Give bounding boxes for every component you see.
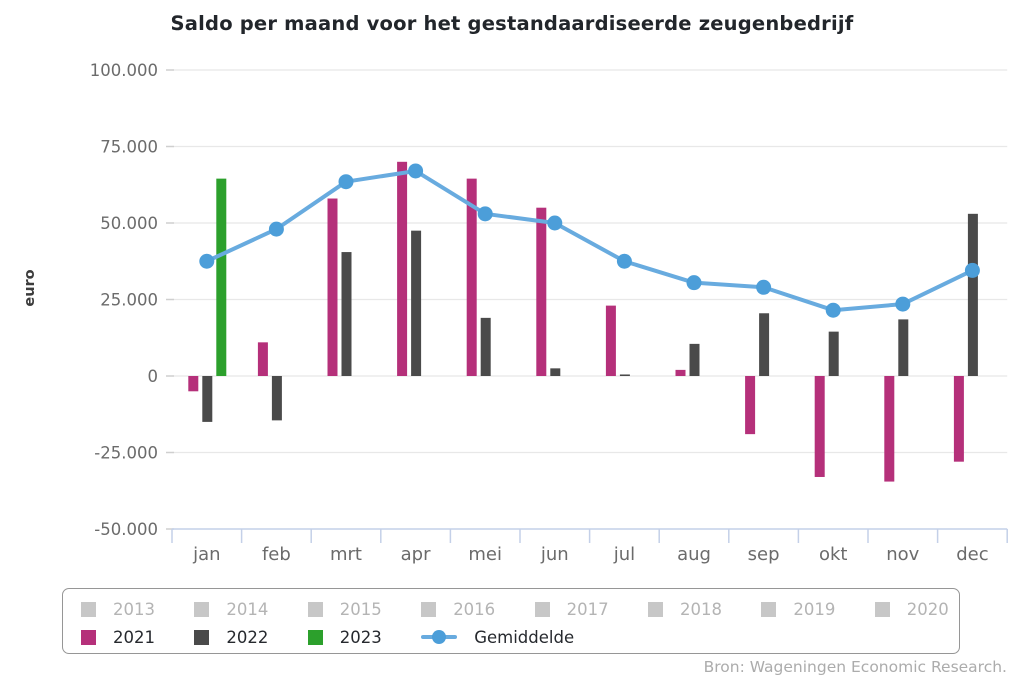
legend-item-2023[interactable]: 2023 [307, 626, 382, 648]
line-marker-icon [421, 629, 458, 645]
gemiddelde-point-apr[interactable] [408, 163, 424, 179]
y-tick-label: 50.000 [100, 214, 158, 233]
legend-item-2016[interactable]: 2016 [421, 598, 495, 620]
bar-2022-jan[interactable] [202, 376, 213, 422]
legend-swatch [534, 601, 550, 617]
bar-2022-okt[interactable] [828, 331, 839, 376]
bar-2021-feb[interactable] [257, 342, 268, 376]
legend-label: 2020 [906, 599, 949, 619]
bar-2021-dec[interactable] [953, 376, 964, 462]
legend-item-2014[interactable]: 2014 [194, 598, 268, 620]
x-tick-label: jan [192, 544, 220, 565]
gemiddelde-line [204, 168, 975, 313]
bar-2021-aug[interactable] [675, 369, 686, 376]
y-tick-label: 100.000 [90, 61, 158, 80]
gemiddelde-point-jun[interactable] [547, 215, 563, 231]
y-tick-label: -50.000 [94, 520, 158, 539]
legend-item-2015[interactable]: 2015 [307, 598, 382, 620]
x-tick-label: okt [819, 544, 848, 565]
legend-label: 2019 [793, 599, 836, 619]
legend-label: 2023 [339, 627, 382, 647]
chart-title: Saldo per maand voor het gestandaardisee… [170, 12, 854, 35]
x-tick-label: mrt [330, 544, 362, 565]
legend-label: 2022 [226, 627, 269, 647]
bar-2021-sep[interactable] [745, 376, 756, 435]
bar-2022-sep[interactable] [759, 313, 770, 376]
x-tick-label: apr [401, 544, 431, 565]
bar-2022-apr[interactable] [411, 230, 422, 376]
bar-2022-aug[interactable] [689, 343, 700, 376]
bar-2021-jan[interactable] [188, 376, 199, 392]
gemiddelde-point-jan[interactable] [199, 253, 215, 269]
legend-item-2018[interactable]: 2018 [648, 598, 722, 620]
gemiddelde-point-nov[interactable] [895, 296, 911, 312]
legend-swatch [874, 601, 890, 617]
bar-2022-jun[interactable] [550, 368, 561, 376]
legend-swatch [81, 629, 96, 645]
x-tick-label: sep [748, 544, 780, 565]
bar-2022-mrt[interactable] [341, 252, 352, 376]
legend-item-2019[interactable]: 2019 [761, 598, 835, 620]
legend-label: Gemiddelde [474, 627, 575, 647]
legend-label: 2015 [339, 599, 382, 619]
gemiddelde-point-feb[interactable] [268, 221, 284, 237]
x-tick-label: jul [613, 544, 635, 565]
source-credit: Bron: Wageningen Economic Research. [703, 658, 1007, 676]
legend-swatch [81, 601, 96, 617]
legend-swatch [761, 601, 777, 617]
legend-item-2021[interactable]: 2021 [81, 626, 155, 648]
bar-2021-nov[interactable] [884, 376, 895, 482]
legend-swatch [307, 601, 323, 617]
x-tick-label: dec [956, 544, 988, 565]
legend-swatch [194, 629, 210, 645]
legend: 2013 2014 2015 2016 2017 2018 2019 2020 2021 2022… [62, 588, 960, 654]
bar-2022-nov[interactable] [898, 319, 909, 376]
legend-item-2017[interactable]: 2017 [534, 598, 609, 620]
legend-swatch [648, 601, 663, 617]
legend-label: 2016 [453, 599, 496, 619]
legend-swatch [194, 601, 210, 617]
legend-item-2020[interactable]: 2020 [874, 598, 949, 620]
bar-2021-apr[interactable] [397, 161, 408, 376]
x-tick-label: nov [886, 544, 919, 565]
gemiddelde-point-okt[interactable] [825, 302, 841, 318]
legend-item-gemiddelde[interactable]: Gemiddelde [421, 626, 574, 648]
bar-2021-jul[interactable] [605, 305, 616, 376]
gemiddelde-point-mrt[interactable] [338, 174, 354, 190]
legend-item-2022[interactable]: 2022 [194, 626, 268, 648]
x-tick-label: feb [262, 544, 291, 565]
legend-label: 2014 [226, 599, 269, 619]
x-tick-label: jun [540, 544, 569, 565]
bar-2022-feb[interactable] [271, 376, 282, 421]
x-tick-label: aug [677, 544, 711, 565]
gemiddelde-point-aug[interactable] [686, 275, 702, 291]
bar-2023-jan[interactable] [216, 178, 227, 376]
bar-2022-jul[interactable] [619, 374, 630, 376]
y-tick-label: -25.000 [94, 444, 158, 463]
legend-label: 2017 [566, 599, 609, 619]
legend-label: 2018 [680, 599, 722, 619]
legend-item-2013[interactable]: 2013 [81, 598, 155, 620]
legend-swatch [421, 601, 437, 617]
x-tick-label: mei [468, 544, 502, 565]
bar-2022-dec[interactable] [967, 213, 978, 376]
bar-2021-mrt[interactable] [327, 198, 338, 376]
legend-label: 2013 [113, 599, 155, 619]
gemiddelde-point-mei[interactable] [477, 206, 493, 222]
gemiddelde-point-sep[interactable] [756, 279, 772, 295]
bar-2021-okt[interactable] [814, 376, 825, 477]
legend-label: 2021 [113, 627, 155, 647]
bar-2021-mei[interactable] [466, 178, 477, 376]
gemiddelde-point-dec[interactable] [964, 262, 980, 278]
y-tick-label: 75.000 [100, 138, 158, 157]
bar-2021-jun[interactable] [536, 207, 547, 376]
gemiddelde-point-jul[interactable] [616, 253, 632, 269]
y-tick-label: 0 [148, 367, 159, 386]
bar-2022-mei[interactable] [480, 317, 491, 376]
legend-swatch [307, 629, 323, 645]
plot-area: -50.000 -25.000 0 25.000 50.000 75.000 100.000… [90, 61, 1008, 565]
y-tick-label: 25.000 [100, 291, 158, 310]
